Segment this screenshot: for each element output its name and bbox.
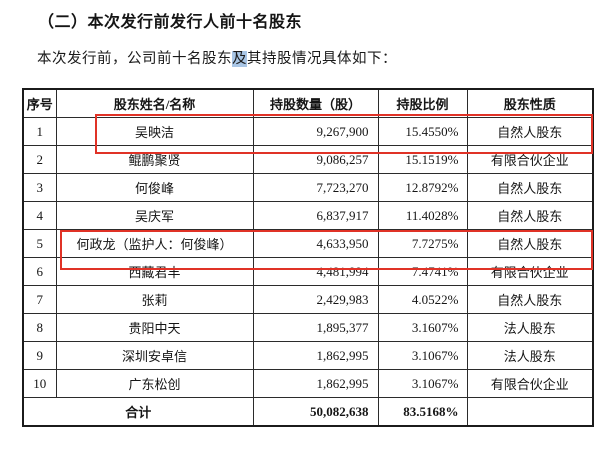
shareholder-name: 何俊峰 bbox=[55, 173, 254, 202]
row-index: 6 bbox=[22, 257, 57, 286]
shareholder-nature: 自然人股东 bbox=[466, 285, 594, 314]
shareholding-ratio: 7.7275% bbox=[377, 229, 468, 258]
shareholder-name: 吴映洁 bbox=[55, 117, 254, 146]
shareholder-nature: 法人股东 bbox=[466, 313, 594, 342]
row-index: 2 bbox=[22, 145, 57, 174]
shareholding-ratio: 3.1067% bbox=[377, 369, 468, 398]
intro-text-suffix: 其持股情况具体如下： bbox=[247, 51, 397, 67]
shareholder-name: 鲲鹏聚贤 bbox=[55, 145, 254, 174]
shareholder-name: 西藏君丰 bbox=[55, 257, 254, 286]
table-row: 3 何俊峰 7,723,270 12.8792% 自然人股东 bbox=[22, 173, 594, 202]
shares-held: 9,267,900 bbox=[252, 117, 379, 146]
row-index: 3 bbox=[22, 173, 57, 202]
shares-held: 1,862,995 bbox=[252, 341, 379, 370]
shareholder-nature: 法人股东 bbox=[466, 341, 594, 370]
row-index: 5 bbox=[22, 229, 57, 258]
table-row: 5 何政龙（监护人：何俊峰） 4,633,950 7.7275% 自然人股东 bbox=[22, 229, 594, 258]
table-header-row: 序号 股东姓名/名称 持股数量（股） 持股比例 股东性质 bbox=[22, 88, 594, 118]
shareholder-name: 何政龙（监护人：何俊峰） bbox=[55, 229, 254, 258]
shares-held: 1,862,995 bbox=[252, 369, 379, 398]
total-label: 合计 bbox=[22, 397, 254, 427]
shares-held: 1,895,377 bbox=[252, 313, 379, 342]
table-row: 8 贵阳中天 1,895,377 3.1607% 法人股东 bbox=[22, 313, 594, 342]
shareholding-ratio: 15.4550% bbox=[377, 117, 468, 146]
shares-held: 4,481,994 bbox=[252, 257, 379, 286]
header-shares-held: 持股数量（股） bbox=[252, 88, 379, 118]
shareholder-name: 深圳安卓信 bbox=[55, 341, 254, 370]
shareholder-nature: 自然人股东 bbox=[466, 173, 594, 202]
table-row: 10 广东松创 1,862,995 3.1067% 有限合伙企业 bbox=[22, 369, 594, 398]
shares-held: 6,837,917 bbox=[252, 201, 379, 230]
shares-held: 7,723,270 bbox=[252, 173, 379, 202]
table-row: 7 张莉 2,429,983 4.0522% 自然人股东 bbox=[22, 285, 594, 314]
intro-paragraph: 本次发行前，公司前十名股东及其持股情况具体如下： bbox=[37, 47, 397, 68]
shareholding-ratio: 4.0522% bbox=[377, 285, 468, 314]
shareholding-ratio: 7.4741% bbox=[377, 257, 468, 286]
shares-held: 4,633,950 bbox=[252, 229, 379, 258]
header-shareholder-name: 股东姓名/名称 bbox=[55, 88, 254, 118]
total-shares: 50,082,638 bbox=[252, 397, 379, 427]
shareholder-nature: 有限合伙企业 bbox=[466, 369, 594, 398]
shares-held: 9,086,257 bbox=[252, 145, 379, 174]
table-row: 1 吴映洁 9,267,900 15.4550% 自然人股东 bbox=[22, 117, 594, 146]
shareholding-ratio: 15.1519% bbox=[377, 145, 468, 174]
shareholder-name: 广东松创 bbox=[55, 369, 254, 398]
row-index: 7 bbox=[22, 285, 57, 314]
shareholding-ratio: 11.4028% bbox=[377, 201, 468, 230]
total-nature bbox=[466, 397, 594, 427]
shareholder-name: 吴庆军 bbox=[55, 201, 254, 230]
shareholding-ratio: 3.1067% bbox=[377, 341, 468, 370]
table-row: 2 鲲鹏聚贤 9,086,257 15.1519% 有限合伙企业 bbox=[22, 145, 594, 174]
highlighted-character: 及 bbox=[232, 51, 247, 67]
shareholding-ratio: 12.8792% bbox=[377, 173, 468, 202]
shareholders-table: 序号 股东姓名/名称 持股数量（股） 持股比例 股东性质 1 吴映洁 9,267… bbox=[22, 88, 594, 427]
shares-held: 2,429,983 bbox=[252, 285, 379, 314]
table-row: 4 吴庆军 6,837,917 11.4028% 自然人股东 bbox=[22, 201, 594, 230]
row-index: 8 bbox=[22, 313, 57, 342]
table-row: 9 深圳安卓信 1,862,995 3.1067% 法人股东 bbox=[22, 341, 594, 370]
intro-text-prefix: 本次发行前，公司前十名股东 bbox=[37, 51, 232, 67]
shareholder-nature: 自然人股东 bbox=[466, 117, 594, 146]
shareholder-name: 贵阳中天 bbox=[55, 313, 254, 342]
header-index: 序号 bbox=[22, 88, 57, 118]
row-index: 9 bbox=[22, 341, 57, 370]
table-row: 6 西藏君丰 4,481,994 7.4741% 有限合伙企业 bbox=[22, 257, 594, 286]
shareholder-nature: 有限合伙企业 bbox=[466, 257, 594, 286]
header-shareholder-nature: 股东性质 bbox=[466, 88, 594, 118]
shareholder-nature: 自然人股东 bbox=[466, 201, 594, 230]
shareholder-nature: 自然人股东 bbox=[466, 229, 594, 258]
row-index: 10 bbox=[22, 369, 57, 398]
shareholding-ratio: 3.1607% bbox=[377, 313, 468, 342]
section-heading: （二）本次发行前发行人前十名股东 bbox=[38, 14, 303, 31]
header-shareholding-ratio: 持股比例 bbox=[377, 88, 468, 118]
table-total-row: 合计 50,082,638 83.5168% bbox=[22, 397, 594, 427]
row-index: 4 bbox=[22, 201, 57, 230]
shareholders-table-wrapper: 序号 股东姓名/名称 持股数量（股） 持股比例 股东性质 1 吴映洁 9,267… bbox=[22, 88, 594, 427]
shareholder-nature: 有限合伙企业 bbox=[466, 145, 594, 174]
total-ratio: 83.5168% bbox=[377, 397, 468, 427]
shareholder-name: 张莉 bbox=[55, 285, 254, 314]
row-index: 1 bbox=[22, 117, 57, 146]
